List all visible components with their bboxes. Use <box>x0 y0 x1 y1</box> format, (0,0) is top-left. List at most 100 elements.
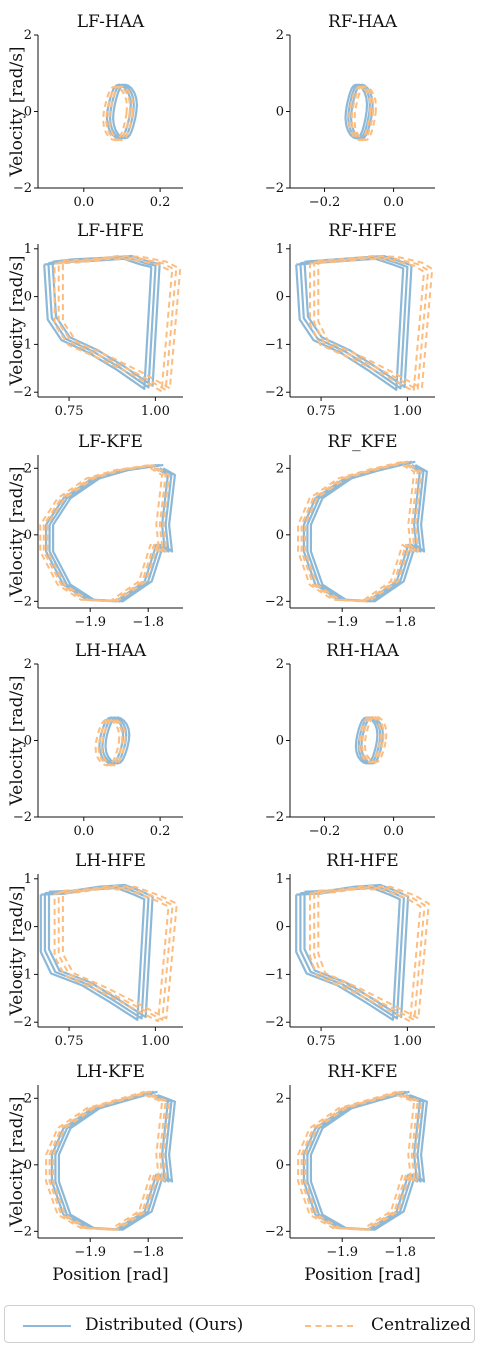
x-tick-label: 1.00 <box>393 404 422 419</box>
series-centralized <box>350 85 375 142</box>
y-tick-label: 2 <box>24 1091 32 1106</box>
y-tick-label: −2 <box>13 1015 32 1030</box>
series-centralized <box>97 718 124 767</box>
x-tick-label: −1.9 <box>74 615 106 630</box>
y-tick-label: 2 <box>24 461 32 476</box>
series-centralized <box>61 255 182 390</box>
series-distributed <box>309 1090 428 1231</box>
x-tick-label: −1.8 <box>384 1245 416 1260</box>
series-centralized <box>61 885 178 1020</box>
y-tick-label: 1 <box>276 872 284 887</box>
series-centralized <box>348 85 372 142</box>
x-tick-label: −1.9 <box>326 615 358 630</box>
subplot-rf-kfe: RF_KFE −1.9 −1.8 −2 0 2 <box>265 432 435 630</box>
y-tick-label: 0 <box>276 920 284 935</box>
subplot-title: LH-KFE <box>76 1062 145 1082</box>
y-tick-label: −1 <box>265 967 284 982</box>
series-centralized <box>94 718 121 767</box>
series-centralized <box>100 718 127 767</box>
x-tick-label: −0.2 <box>309 824 341 839</box>
subplot-title: RF-HFE <box>328 221 397 241</box>
subplot-title: RF_KFE <box>327 432 397 452</box>
subplot-lh-haa: LH-HAA 0.0 0.2 −2 0 2 Velocity [rad/s] <box>7 641 183 839</box>
series-distributed <box>299 885 405 1020</box>
y-tick-label: 1 <box>24 242 32 257</box>
x-tick-label: 0.0 <box>383 195 404 210</box>
x-tick-label: −1.9 <box>74 1245 106 1260</box>
y-tick-label: 0 <box>24 1158 32 1173</box>
subplot-title: LF-HFE <box>77 221 144 241</box>
x-tick-label: 0.0 <box>73 824 94 839</box>
y-tick-label: −2 <box>13 181 32 196</box>
y-axis-label: Velocity [rad/s] <box>7 255 27 386</box>
series-centralized <box>297 460 416 603</box>
x-tick-label: −0.2 <box>309 195 341 210</box>
series-distributed <box>299 256 409 390</box>
y-axis-label: Velocity [rad/s] <box>7 675 27 806</box>
series-centralized <box>361 715 385 764</box>
y-tick-label: 2 <box>276 657 284 672</box>
y-tick-label: −1 <box>265 337 284 352</box>
series-centralized <box>46 464 171 603</box>
series-centralized <box>102 85 128 142</box>
y-tick-label: −2 <box>265 594 284 609</box>
y-tick-label: −2 <box>13 1224 32 1239</box>
y-tick-label: 0 <box>276 734 284 749</box>
series-centralized <box>108 85 135 142</box>
y-tick-label: 0 <box>276 528 284 543</box>
y-tick-label: 0 <box>24 734 32 749</box>
y-tick-label: 2 <box>24 657 32 672</box>
x-axis-label: Position [rad] <box>304 1265 420 1285</box>
subplot-title: RH-HAA <box>326 641 399 661</box>
y-tick-label: 2 <box>24 28 32 43</box>
series-distributed <box>57 1090 176 1231</box>
y-tick-label: 0 <box>276 290 284 305</box>
y-tick-label: −2 <box>265 181 284 196</box>
y-tick-label: −2 <box>13 594 32 609</box>
x-tick-label: 1.00 <box>393 1034 422 1049</box>
x-tick-label: 1.00 <box>141 404 170 419</box>
y-tick-label: −2 <box>265 1015 284 1030</box>
legend-line-centralized <box>305 1325 353 1327</box>
series-distributed <box>51 254 161 388</box>
x-tick-label: 0.75 <box>307 1034 336 1049</box>
subplot-rh-haa: RH-HAA −0.2 0.0 −2 0 2 <box>265 641 435 839</box>
series-distributed <box>104 716 131 765</box>
series-distributed <box>306 460 425 603</box>
series-distributed <box>354 716 379 765</box>
y-tick-label: 0 <box>24 528 32 543</box>
x-tick-label: 0.0 <box>383 824 404 839</box>
y-axis-label: Velocity [rad/s] <box>7 1096 27 1227</box>
y-tick-label: 2 <box>276 1091 284 1106</box>
x-tick-label: 0.2 <box>150 824 171 839</box>
series-distributed <box>54 1090 173 1231</box>
subplot-title: RH-KFE <box>327 1062 397 1082</box>
subplot-title: LF-KFE <box>78 432 143 452</box>
y-tick-label: 2 <box>276 28 284 43</box>
x-tick-label: 0.75 <box>307 404 336 419</box>
y-tick-label: 0 <box>24 105 32 120</box>
subplot-rf-haa: RF-HAA −0.2 0.0 −2 0 2 <box>265 12 435 210</box>
x-tick-label: 0.75 <box>55 1034 84 1049</box>
y-tick-label: −2 <box>265 1224 284 1239</box>
series-distributed <box>295 886 401 1021</box>
y-tick-label: 1 <box>24 872 32 887</box>
series-centralized <box>53 257 173 393</box>
y-tick-label: 0 <box>276 105 284 120</box>
series-centralized <box>300 460 419 603</box>
series-centralized <box>313 256 430 391</box>
x-tick-label: 0.75 <box>55 404 84 419</box>
y-tick-label: −2 <box>265 810 284 825</box>
series-centralized <box>48 1090 167 1231</box>
y-axis-label: Velocity [rad/s] <box>7 885 27 1016</box>
y-tick-label: −2 <box>265 385 284 400</box>
series-centralized <box>309 257 425 393</box>
subplot-title: RH-HFE <box>326 851 398 871</box>
y-tick-label: −1 <box>13 337 32 352</box>
legend-label-centralized: Centralized <box>371 1315 471 1335</box>
series-distributed <box>112 83 138 140</box>
y-tick-label: −2 <box>13 810 32 825</box>
series-distributed <box>303 254 413 389</box>
